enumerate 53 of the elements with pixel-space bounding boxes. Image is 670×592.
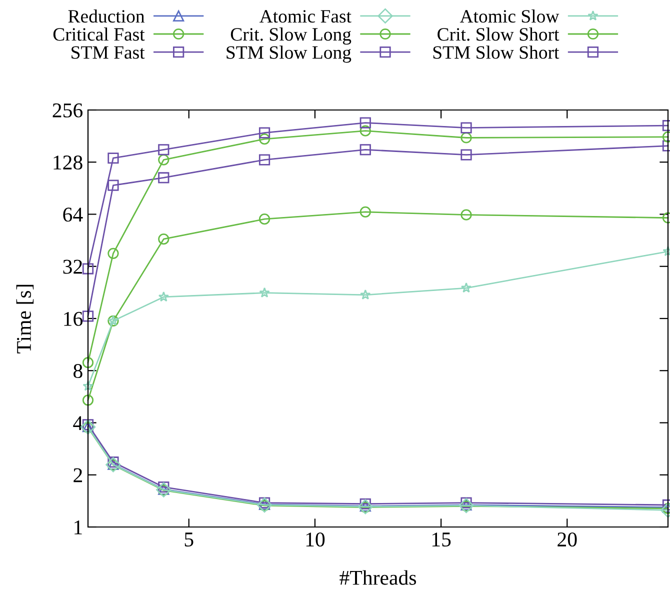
point xyxy=(259,287,270,298)
x-tick-label: 15 xyxy=(432,532,451,547)
point xyxy=(258,214,270,225)
point xyxy=(360,125,371,136)
y-tick-label: 16 xyxy=(64,312,83,326)
x-tick-label: 10 xyxy=(306,532,325,547)
point xyxy=(360,144,371,156)
x-tick-label: 20 xyxy=(558,532,577,547)
y-axis-title: Time [s] xyxy=(16,284,34,354)
point xyxy=(460,209,472,220)
y-tick-label: 1 xyxy=(74,520,82,534)
point xyxy=(258,127,270,138)
x-axis-title: #Threads xyxy=(340,570,416,585)
point xyxy=(460,122,472,134)
y-tick-label: 256 xyxy=(52,103,83,118)
point xyxy=(108,152,119,164)
y-tick-label: 128 xyxy=(54,156,82,170)
y-tick-label: 64 xyxy=(63,208,83,222)
point xyxy=(82,310,94,322)
point xyxy=(108,248,119,260)
legend-label: Crit. Slow Short xyxy=(438,28,560,41)
point xyxy=(158,144,170,156)
y-tick-label: 2 xyxy=(74,468,82,482)
y-tick-label: 8 xyxy=(74,364,82,378)
point xyxy=(82,357,94,368)
legend-label: Atomic Fast xyxy=(260,10,352,23)
legend-label: STM Slow Short xyxy=(433,46,560,59)
point xyxy=(360,206,371,218)
point xyxy=(258,154,270,166)
point xyxy=(108,180,119,191)
point xyxy=(158,172,170,184)
point xyxy=(82,263,94,274)
legend-label: Crit. Slow Long xyxy=(230,28,352,45)
point xyxy=(82,394,94,406)
point xyxy=(460,132,472,144)
point xyxy=(360,289,371,300)
point xyxy=(158,154,170,166)
point xyxy=(82,380,94,391)
x-tick-label: 5 xyxy=(184,532,194,547)
y-tick-label: 4 xyxy=(73,416,83,430)
point xyxy=(258,133,270,145)
legend-label: Reduction xyxy=(68,9,145,23)
point xyxy=(460,282,472,293)
point xyxy=(460,149,472,160)
legend-label: Atomic Slow xyxy=(460,9,560,23)
legend-label: STM Slow Long xyxy=(226,46,352,63)
point xyxy=(360,117,371,128)
point xyxy=(158,291,169,302)
point xyxy=(256,497,272,513)
legend-label: STM Fast xyxy=(72,46,145,59)
y-tick-label: 32 xyxy=(63,260,82,274)
legend-label: Critical Fast xyxy=(53,28,145,41)
point xyxy=(158,234,170,245)
